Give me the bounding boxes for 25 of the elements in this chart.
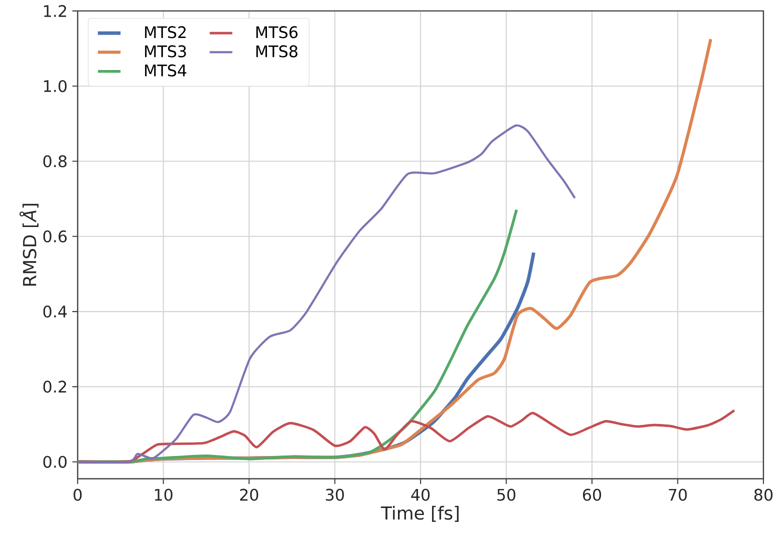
y-tick-label: 0.0 <box>43 456 67 468</box>
x-tick-label: 30 <box>326 488 344 501</box>
line-series <box>78 408 736 464</box>
y-tick-label: 1.2 <box>44 4 66 17</box>
x-tick-label: 60 <box>582 488 602 501</box>
y-axis-title: RMSD [Å] <box>20 204 39 286</box>
y-tick-label: 0.6 <box>43 230 67 242</box>
x-tick-label: 70 <box>668 488 687 501</box>
legend-label: MTS4 <box>145 64 186 76</box>
x-tick-label: 0 <box>74 488 82 501</box>
y-tick-label: 0.4 <box>43 305 67 318</box>
x-axis-title: Time [fs] <box>380 506 459 522</box>
y-tick-label: 0.2 <box>43 380 66 392</box>
legend-label: MTS8 <box>256 45 298 58</box>
legend-label: MTS3 <box>145 45 186 58</box>
legend-label: MTS2 <box>145 26 186 38</box>
x-tick-label: 10 <box>154 488 172 501</box>
line-series <box>78 124 576 464</box>
x-tick-label: 50 <box>497 488 516 501</box>
y-tick-label: 0.8 <box>43 154 67 168</box>
legend-label: MTS6 <box>256 26 298 38</box>
x-tick-label: 20 <box>240 488 258 501</box>
x-tick-label: 40 <box>411 488 430 501</box>
x-tick-label: 80 <box>754 488 773 501</box>
y-tick-label: 1.0 <box>44 80 67 92</box>
